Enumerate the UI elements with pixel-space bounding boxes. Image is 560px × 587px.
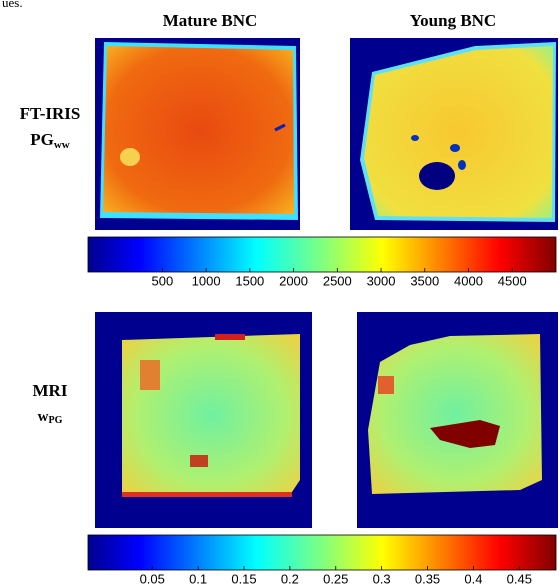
image-feature: [450, 144, 460, 152]
image-feature: [122, 492, 292, 497]
caption-fragment: ues.: [2, 0, 23, 10]
row-label-sub: PGww: [30, 130, 70, 151]
image-sample: [103, 46, 294, 214]
tick-label: 3500: [410, 273, 439, 288]
image-feature: [140, 360, 160, 390]
image-feature: [430, 420, 500, 448]
tick-label: 3000: [367, 273, 396, 288]
image-sample: [368, 334, 542, 494]
image-sample: [364, 46, 553, 218]
tick-label: 4500: [498, 273, 527, 288]
colorbar: [87, 236, 557, 273]
tick-label: 2500: [323, 273, 352, 288]
tick-label: 0.45: [507, 571, 532, 586]
image-feature: [215, 334, 245, 340]
label-subscript: PG: [48, 415, 62, 426]
image-feature: [190, 455, 208, 467]
image-feature: [458, 160, 466, 170]
tick-label: 4000: [454, 273, 483, 288]
image-feature: [411, 135, 419, 141]
label-subscript: ww: [54, 139, 70, 151]
image-feature: [274, 123, 286, 132]
tick-label: 500: [152, 273, 174, 288]
row-label: MRI: [33, 381, 68, 400]
tick-label: 0.35: [415, 571, 440, 586]
label-base: w: [38, 409, 49, 425]
colorbar: [87, 534, 557, 571]
image-sample: [122, 334, 300, 497]
column-title: Young BNC: [410, 11, 496, 30]
tick-label: 0.25: [323, 571, 348, 586]
tick-label: 0.1: [189, 571, 207, 586]
tick-label: 0.2: [281, 571, 299, 586]
image-feature: [378, 376, 394, 394]
row-label-sub: wPG: [38, 409, 63, 426]
tick-label: 0.15: [231, 571, 256, 586]
tick-label: 0.3: [373, 571, 391, 586]
column-title: Mature BNC: [163, 11, 258, 30]
tick-label: 2000: [279, 273, 308, 288]
tick-label: 1000: [192, 273, 221, 288]
tick-label: 1500: [235, 273, 264, 288]
image-feature: [419, 162, 455, 190]
tick-label: 0.4: [464, 571, 482, 586]
row-label: FT-IRIS: [20, 104, 81, 123]
image-feature: [120, 148, 140, 166]
tick-label: 0.05: [140, 571, 165, 586]
label-base: PG: [30, 130, 54, 149]
